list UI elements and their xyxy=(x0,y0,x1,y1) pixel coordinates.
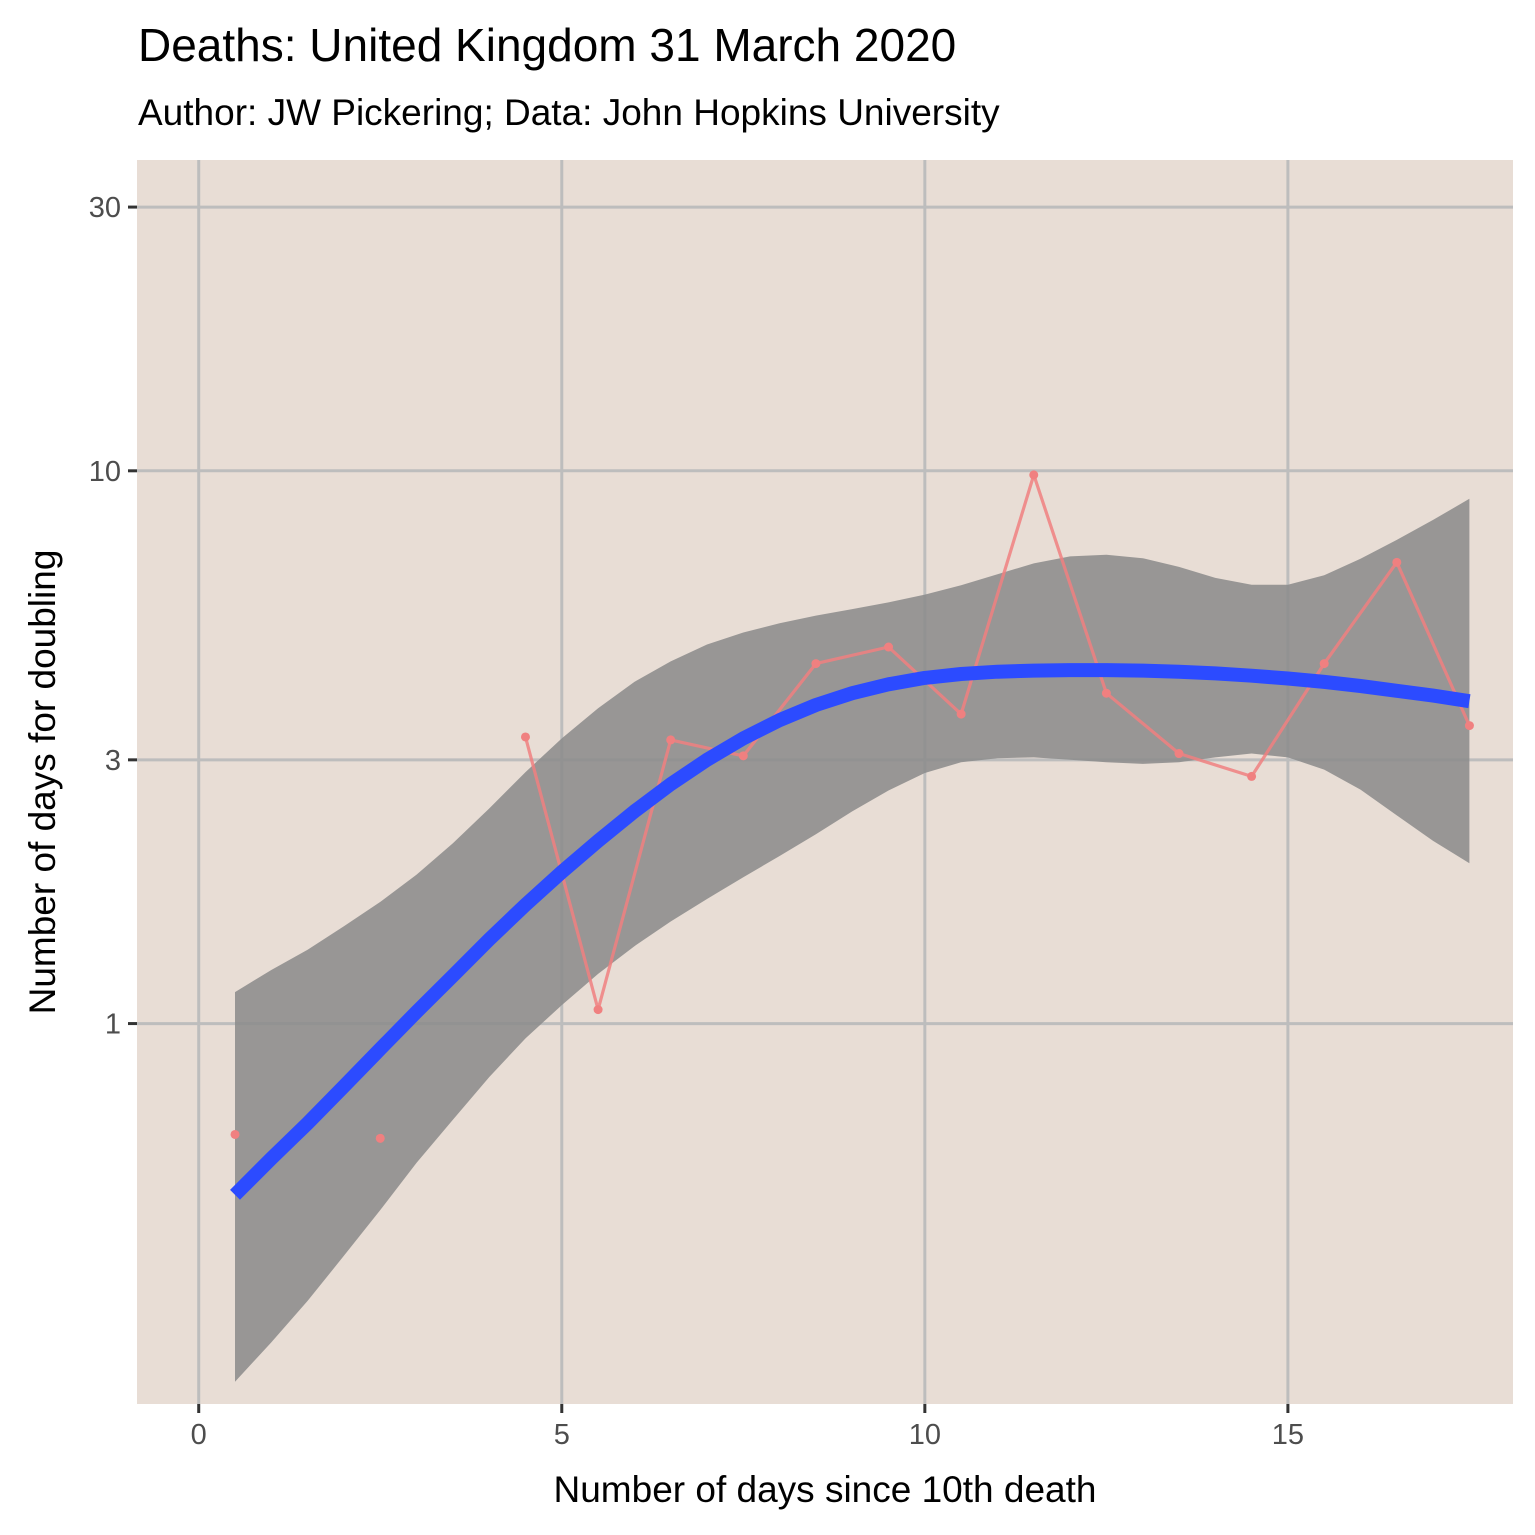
data-point xyxy=(1174,749,1184,759)
data-point xyxy=(1464,721,1474,731)
confidence-band-layer xyxy=(235,498,1470,1382)
y-tick-label: 30 xyxy=(89,192,121,224)
data-point xyxy=(1101,688,1111,698)
y-axis-title: Number of days for doubling xyxy=(22,550,63,1015)
data-point xyxy=(956,709,966,719)
data-point xyxy=(666,735,676,745)
data-point xyxy=(811,659,821,669)
y-tick-label: 1 xyxy=(105,1009,121,1041)
chart-subtitle: Author: JW Pickering; Data: John Hopkins… xyxy=(138,92,1000,133)
data-point xyxy=(1319,659,1329,669)
y-tick-label: 3 xyxy=(105,745,121,777)
x-axis-title: Number of days since 10th death xyxy=(554,1469,1097,1510)
data-point xyxy=(230,1129,240,1139)
data-point xyxy=(884,642,894,652)
data-point xyxy=(1247,771,1257,781)
data-point xyxy=(375,1133,385,1143)
x-tick-label: 10 xyxy=(909,1419,941,1451)
axes: 0 5 10 15 1 3 10 30 xyxy=(89,192,1304,1451)
chart-title: Deaths: United Kingdom 31 March 2020 xyxy=(138,19,957,71)
data-point xyxy=(1392,557,1402,567)
confidence-band xyxy=(235,498,1470,1382)
x-tick-label: 5 xyxy=(554,1419,570,1451)
data-point xyxy=(1029,470,1039,480)
x-tick-label: 15 xyxy=(1272,1419,1304,1451)
data-point xyxy=(738,751,748,761)
y-tick-label: 10 xyxy=(89,456,121,488)
smooth-series-layer xyxy=(230,663,1471,1200)
smooth-fit-line xyxy=(230,663,1471,1200)
data-point xyxy=(593,1005,603,1015)
x-tick-label: 0 xyxy=(191,1419,207,1451)
data-point xyxy=(520,732,530,742)
